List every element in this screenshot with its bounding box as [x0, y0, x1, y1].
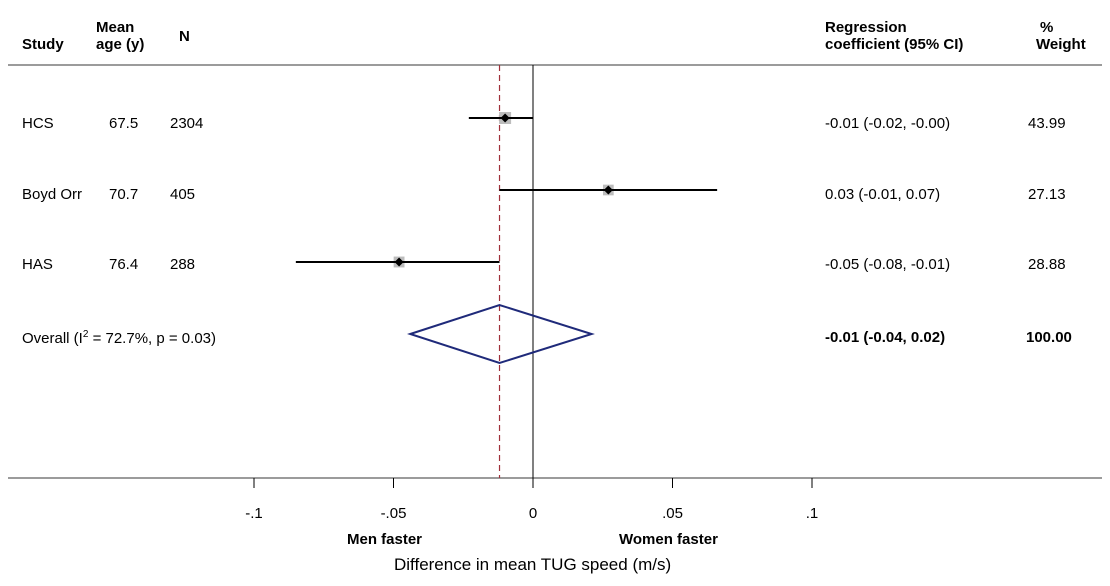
- overall-label-prefix: Overall (I: [22, 330, 83, 347]
- row-age: 70.7: [109, 186, 139, 203]
- x-tick-label: -.1: [245, 505, 263, 522]
- x-tick-label: .05: [662, 505, 683, 522]
- overall-ci-text: -0.01 (-0.04, 0.02): [825, 329, 946, 346]
- direction-right-label: Women faster: [619, 531, 718, 548]
- overall-weight: 100.00: [1026, 329, 1072, 346]
- header-age-line1: Mean: [96, 19, 135, 36]
- row-study: HAS: [22, 256, 53, 273]
- row-n: 288: [170, 256, 196, 273]
- study-point-estimate: [394, 257, 404, 267]
- row-ci-text: -0.05 (-0.08, -0.01): [825, 256, 951, 273]
- row-age: 76.4: [109, 256, 139, 273]
- header-weight-line2: Weight: [1036, 36, 1086, 53]
- row-weight: 28.88: [1028, 256, 1066, 273]
- study-point-estimate: [603, 185, 613, 195]
- row-study: HCS: [22, 115, 54, 132]
- header-n: N: [179, 28, 190, 45]
- row-weight: 43.99: [1028, 115, 1066, 132]
- row-n: 405: [170, 186, 196, 203]
- header-coef-line1: Regression: [825, 19, 907, 36]
- row-age: 67.5: [109, 115, 139, 132]
- overall-label-sup: 2: [82, 329, 89, 340]
- x-tick-label: 0: [529, 505, 537, 522]
- overall-label-suffix: = 72.7%, p = 0.03): [88, 330, 216, 347]
- row-ci-text: 0.03 (-0.01, 0.07): [825, 186, 941, 203]
- row-study: Boyd Orr: [22, 186, 83, 203]
- header-coef-line2: coefficient (95% CI): [825, 36, 964, 53]
- direction-left-label: Men faster: [347, 531, 423, 548]
- x-tick-label: -.05: [381, 505, 407, 522]
- overall-label: Overall (I2 = 72.7%, p = 0.03): [22, 329, 216, 347]
- header-study: Study: [22, 36, 64, 53]
- study-point-estimate: [500, 113, 510, 123]
- row-weight: 27.13: [1028, 186, 1066, 203]
- header-age-line2: age (y): [96, 36, 145, 53]
- x-tick-label: .1: [806, 505, 819, 522]
- x-axis-label: Difference in mean TUG speed (m/s): [394, 555, 672, 574]
- row-ci-text: -0.01 (-0.02, -0.00): [825, 115, 951, 132]
- overall-diamond: [407, 303, 595, 365]
- row-n: 2304: [170, 115, 204, 132]
- header-weight-line1: %: [1040, 19, 1054, 36]
